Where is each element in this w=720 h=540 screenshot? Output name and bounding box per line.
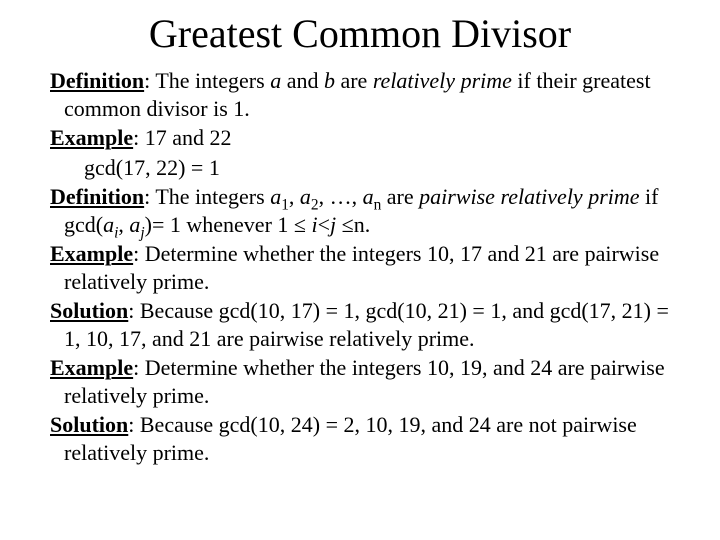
var-b: b [324, 68, 335, 93]
example-2: Example: Determine whether the integers … [50, 240, 670, 295]
var-a: a [300, 184, 311, 209]
var-a: a [270, 184, 281, 209]
text: )= 1 whenever 1 ≤ [145, 212, 312, 237]
text: are [381, 184, 419, 209]
text: , …, [319, 184, 363, 209]
definition-1: Definition: The integers a and b are rel… [50, 67, 670, 122]
definition-2: Definition: The integers a1, a2, …, an a… [50, 183, 670, 238]
text: : The integers [144, 68, 270, 93]
slide-title: Greatest Common Divisor [50, 10, 670, 57]
definition-label: Definition [50, 68, 144, 93]
var-a: a [270, 68, 281, 93]
text: : Because gcd(10, 17) = 1, gcd(10, 21) =… [64, 298, 669, 351]
text: : The integers [144, 184, 270, 209]
example-label: Example [50, 355, 133, 380]
text: : Determine whether the integers 10, 17 … [64, 241, 659, 294]
term-pairwise-relatively-prime: pairwise relatively prime [419, 184, 639, 209]
text: , [289, 184, 300, 209]
term-relatively-prime: relatively prime [373, 68, 512, 93]
text: : Determine whether the integers 10, 19,… [64, 355, 665, 408]
solution-label: Solution [50, 412, 128, 437]
example-3: Example: Determine whether the integers … [50, 354, 670, 409]
definition-label: Definition [50, 184, 144, 209]
example-1: Example: 17 and 22 [50, 124, 670, 152]
solution-label: Solution [50, 298, 128, 323]
text: and [281, 68, 324, 93]
slide: Greatest Common Divisor Definition: The … [0, 0, 720, 540]
solution-1: Solution: Because gcd(10, 17) = 1, gcd(1… [50, 297, 670, 352]
example-label: Example [50, 241, 133, 266]
slide-body: Definition: The integers a and b are rel… [50, 67, 670, 466]
example-label: Example [50, 125, 133, 150]
solution-2: Solution: Because gcd(10, 24) = 2, 10, 1… [50, 411, 670, 466]
var-a: a [103, 212, 114, 237]
var-a: a [129, 212, 140, 237]
text: ≤n. [336, 212, 370, 237]
gcd-result-1: gcd(17, 22) = 1 [50, 154, 670, 182]
text: , [118, 212, 129, 237]
text: are [335, 68, 373, 93]
text: : Because gcd(10, 24) = 2, 10, 19, and 2… [64, 412, 637, 465]
text: < [318, 212, 330, 237]
text: : 17 and 22 [133, 125, 231, 150]
var-a: a [363, 184, 374, 209]
